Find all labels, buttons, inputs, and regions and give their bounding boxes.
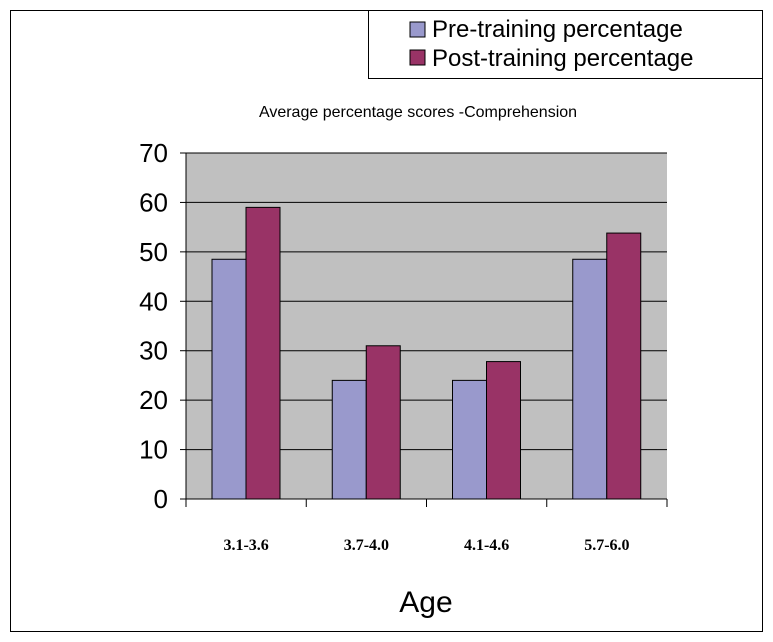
x-tick-label: 3.7-4.0 <box>344 537 389 554</box>
legend-label-post: Post-training percentage <box>432 45 694 72</box>
bar-pre-training <box>572 258 608 500</box>
bar-pre-training <box>211 258 247 500</box>
y-tick-label: 10 <box>139 435 168 465</box>
legend-label-pre: Pre-training percentage <box>432 16 683 43</box>
x-tick-label: 5.7-6.0 <box>584 537 629 554</box>
y-tick-label: 70 <box>139 138 168 168</box>
bar-post-training <box>486 361 521 500</box>
y-tick-label: 50 <box>139 237 168 267</box>
legend-swatch-post <box>409 49 426 66</box>
x-tick-label: 3.1-3.6 <box>223 537 268 554</box>
x-tick-labels: 3.1-3.6 3.7-4.0 4.1-4.6 5.7-6.0 <box>223 537 629 554</box>
y-tick-label: 40 <box>139 286 168 316</box>
y-tick-label: 0 <box>154 484 168 514</box>
x-tick-label: 4.1-4.6 <box>464 537 509 554</box>
bar-post-training <box>606 232 642 500</box>
axes <box>180 152 668 507</box>
y-tick-label: 20 <box>139 385 168 415</box>
bar-post-training <box>365 345 401 500</box>
y-tick-label: 60 <box>139 187 168 217</box>
bar-post-training <box>245 206 281 500</box>
chart-title: Average percentage scores -Comprehension <box>259 104 577 121</box>
bar-pre-training <box>331 379 367 500</box>
bar-pre-training <box>452 379 487 500</box>
y-tick-labels: 0 10 20 30 40 50 60 70 <box>139 138 168 514</box>
x-axis-label: Age <box>399 586 452 619</box>
legend-swatch-pre <box>409 21 426 38</box>
legend: Pre-training percentage Post-training pe… <box>368 10 763 79</box>
legend-box <box>368 10 763 79</box>
y-tick-label: 30 <box>139 336 168 366</box>
